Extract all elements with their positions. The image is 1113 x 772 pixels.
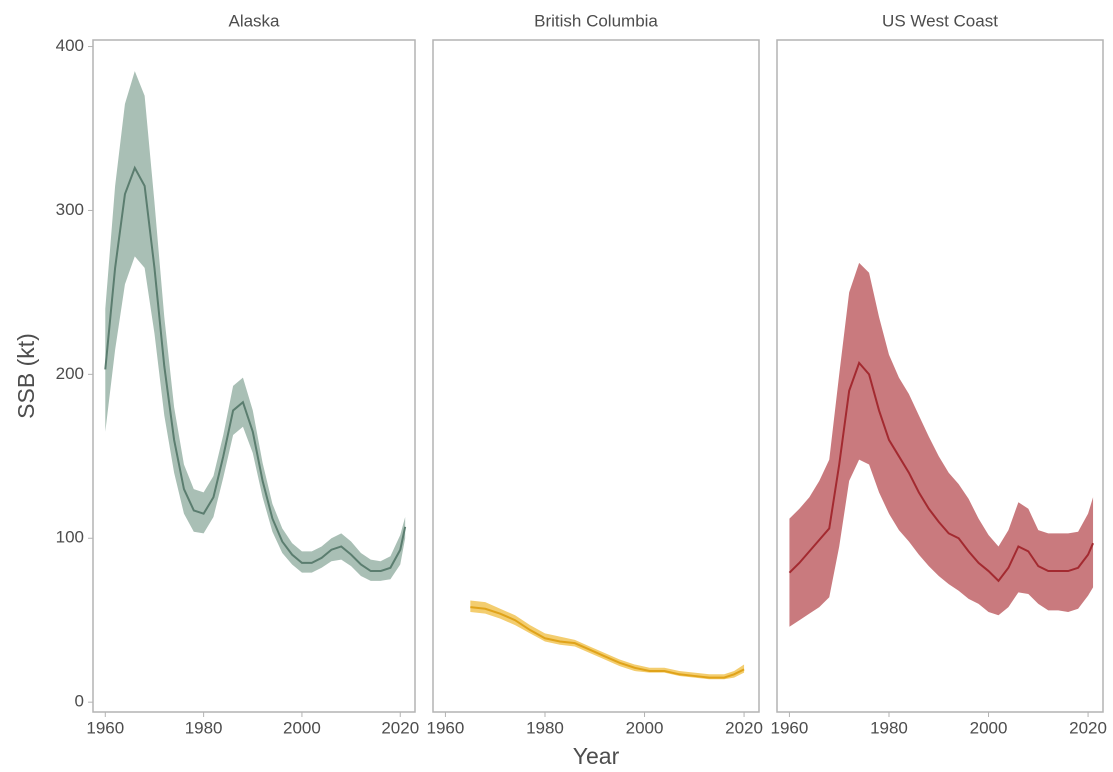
- panel-frame: [432, 39, 760, 713]
- confidence-band: [105, 71, 406, 581]
- x-tick-label: 1980: [526, 718, 564, 737]
- line: [788, 360, 1094, 583]
- x-tick-label: 2000: [283, 718, 321, 737]
- x-axis-label: Year: [573, 743, 620, 769]
- y-tick-label: 300: [56, 200, 84, 219]
- x-tick-label: 2020: [1069, 718, 1107, 737]
- line: [470, 606, 745, 679]
- x-tick-label: 1960: [427, 718, 465, 737]
- y-tick-label: 0: [75, 692, 84, 711]
- panel-title: British Columbia: [534, 11, 658, 30]
- x-tick-label: 2000: [970, 718, 1008, 737]
- confidence-band: [470, 600, 745, 680]
- y-tick-label: 200: [56, 364, 84, 383]
- panel-title: US West Coast: [882, 11, 998, 30]
- x-tick-label: 1980: [870, 718, 908, 737]
- panel-title: Alaska: [228, 11, 280, 30]
- line: [104, 165, 407, 573]
- confidence-band: [789, 262, 1094, 627]
- x-tick-label: 1960: [771, 718, 809, 737]
- y-tick-label: 400: [56, 36, 84, 55]
- x-tick-label: 1960: [86, 718, 124, 737]
- x-tick-label: 1980: [185, 718, 223, 737]
- panel-frame: [776, 39, 1104, 713]
- y-tick-label: 100: [56, 528, 84, 547]
- x-tick-label: 2020: [725, 718, 763, 737]
- x-tick-label: 2000: [626, 718, 664, 737]
- x-tick-label: 2020: [381, 718, 419, 737]
- y-axis-label: SSB (kt): [13, 333, 39, 419]
- panel-frame: [92, 39, 416, 713]
